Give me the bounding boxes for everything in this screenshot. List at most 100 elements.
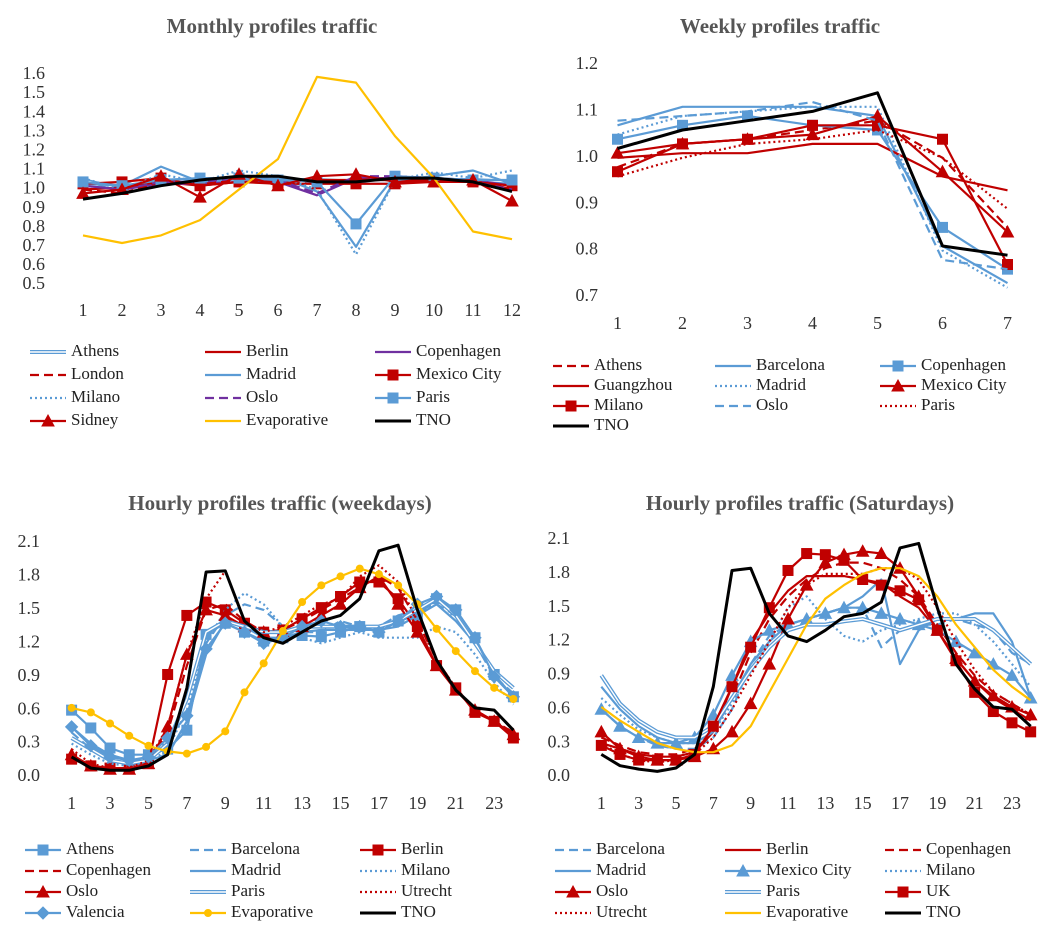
data-point [505, 193, 519, 207]
legend-label: Berlin [401, 839, 444, 858]
legend-label: Athens [594, 355, 642, 374]
data-point [506, 174, 518, 186]
x-tick-label: 23 [1003, 793, 1021, 813]
legend-label: Valencia [66, 902, 125, 921]
legend-label: London [71, 364, 124, 383]
data-point [103, 750, 117, 764]
legend-label: Guangzhou [594, 375, 673, 394]
data-point [931, 624, 943, 636]
data-point [677, 138, 688, 150]
y-tick-label: 1.0 [23, 178, 46, 198]
data-point [218, 616, 232, 630]
legend-label: Berlin [766, 839, 809, 858]
legend-label: Copenhagen [926, 839, 1011, 858]
data-point [801, 548, 813, 560]
legend-label: Evaporative [766, 902, 848, 921]
y-tick-label: 1.2 [576, 53, 599, 73]
legend-label: Oslo [246, 387, 278, 406]
series-line [82, 169, 513, 256]
legend-marker [736, 863, 750, 877]
y-tick-label: 2.1 [548, 528, 571, 548]
legend-marker [387, 392, 399, 404]
legend-label: Milano [926, 860, 975, 879]
series-line [617, 124, 1009, 266]
data-point [122, 753, 136, 767]
y-tick-label: 0.3 [18, 732, 41, 752]
x-tick-label: 10 [425, 300, 443, 320]
y-tick-label: 1.0 [576, 146, 599, 166]
legend-label: Copenhagen [66, 860, 151, 879]
data-point [706, 707, 721, 721]
x-tick-label: 3 [106, 793, 115, 813]
legend-label: Sidney [71, 410, 119, 429]
y-tick-label: 0.6 [23, 254, 46, 274]
data-point [180, 709, 194, 723]
data-point [449, 603, 463, 617]
data-point [350, 218, 362, 230]
x-tick-label: 5 [672, 793, 681, 813]
series-line [600, 552, 1032, 762]
x-tick-label: 5 [873, 313, 882, 333]
legend-label: Barcelona [231, 839, 300, 858]
x-tick-label: 2 [678, 313, 687, 333]
data-point [410, 625, 425, 638]
legend-label: Mexico City [416, 364, 502, 383]
data-point [391, 597, 405, 610]
chart-title: Monthly profiles traffic [167, 14, 378, 38]
data-point [298, 598, 307, 607]
data-point [388, 174, 402, 188]
x-tick-label: 7 [1003, 313, 1012, 333]
data-point [199, 642, 213, 656]
series-line [82, 75, 513, 245]
x-tick-label: 9 [221, 793, 230, 813]
data-point [240, 688, 249, 697]
legend-label: Utrecht [596, 902, 647, 921]
y-tick-label: 1.8 [18, 565, 41, 585]
data-point [743, 696, 758, 710]
data-point [237, 625, 252, 639]
legend-label: Evaporative [231, 902, 313, 921]
data-point [391, 614, 405, 628]
legend-label: Madrid [596, 860, 647, 879]
legend-marker [36, 906, 50, 920]
legend-label: TNO [926, 902, 961, 921]
y-tick-label: 0.8 [576, 239, 599, 259]
legend-marker [387, 369, 399, 381]
y-tick-label: 1.4 [23, 101, 46, 121]
data-point [490, 683, 499, 692]
legend-label: Milano [71, 387, 120, 406]
data-point [595, 739, 607, 751]
legend-label: Copenhagen [416, 341, 501, 360]
data-point [394, 581, 403, 590]
data-point [1005, 668, 1019, 681]
data-point [745, 641, 757, 653]
data-point [874, 546, 889, 560]
x-tick-label: 9 [746, 793, 755, 813]
series-line [71, 567, 514, 755]
x-tick-label: 11 [779, 793, 796, 813]
data-point [125, 731, 134, 740]
data-point [762, 657, 777, 670]
y-tick-label: 0.9 [23, 197, 46, 217]
y-tick-label: 1.1 [576, 100, 599, 120]
legend-label: Berlin [246, 341, 289, 360]
data-point [781, 611, 795, 625]
y-tick-label: 1.5 [548, 596, 571, 616]
x-tick-label: 19 [408, 793, 426, 813]
x-tick-label: 17 [370, 793, 388, 813]
y-tick-label: 0.8 [23, 216, 46, 236]
data-point [913, 594, 925, 606]
legend-marker [41, 413, 55, 427]
data-point [85, 722, 97, 734]
data-point [181, 609, 193, 621]
x-tick-label: 11 [464, 300, 481, 320]
x-tick-label: 17 [891, 793, 909, 813]
legend-label: Athens [66, 839, 114, 858]
legend-marker [204, 909, 212, 917]
data-point [1025, 726, 1037, 738]
data-point [154, 169, 168, 182]
data-point [819, 549, 831, 561]
series-line [600, 561, 1032, 756]
data-point [106, 719, 115, 728]
